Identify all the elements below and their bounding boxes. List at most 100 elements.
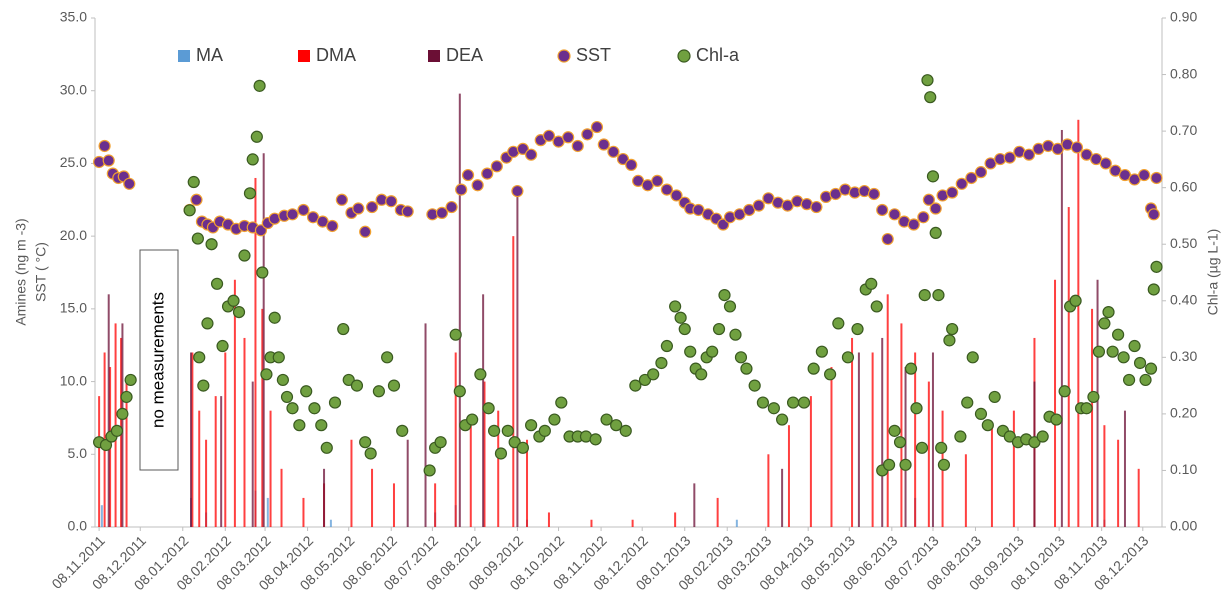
point bbox=[865, 277, 878, 290]
point bbox=[190, 193, 203, 206]
point bbox=[943, 334, 956, 347]
point bbox=[899, 458, 912, 471]
y2-tick-label: 0.10 bbox=[1170, 461, 1197, 477]
point bbox=[359, 225, 372, 238]
point bbox=[904, 362, 918, 375]
legend-swatch bbox=[428, 50, 440, 62]
point bbox=[752, 199, 765, 212]
bar bbox=[205, 439, 208, 527]
point bbox=[1087, 390, 1100, 404]
point bbox=[315, 419, 328, 432]
point bbox=[924, 91, 937, 104]
point bbox=[929, 226, 942, 240]
point bbox=[870, 300, 883, 313]
legend-swatch bbox=[178, 50, 190, 62]
point bbox=[102, 154, 115, 167]
y2-tick-label: 0.90 bbox=[1170, 9, 1197, 25]
bar bbox=[1117, 439, 1120, 527]
y-tick-label: 30.0 bbox=[60, 81, 87, 97]
point bbox=[712, 322, 726, 336]
bar bbox=[1067, 207, 1070, 528]
point bbox=[647, 368, 660, 381]
point bbox=[1099, 157, 1112, 170]
point bbox=[1058, 385, 1071, 398]
point bbox=[123, 177, 136, 190]
bar bbox=[107, 294, 110, 527]
bar bbox=[1077, 119, 1080, 528]
point bbox=[1070, 141, 1084, 154]
point bbox=[1092, 345, 1106, 358]
bar bbox=[454, 352, 457, 527]
point bbox=[1098, 317, 1111, 330]
point bbox=[695, 368, 708, 381]
bar bbox=[927, 381, 930, 527]
point bbox=[562, 131, 575, 144]
point bbox=[525, 419, 538, 432]
point bbox=[250, 130, 263, 143]
point bbox=[293, 419, 306, 432]
point bbox=[776, 413, 789, 426]
point bbox=[350, 379, 364, 392]
point bbox=[974, 166, 988, 179]
point bbox=[99, 438, 113, 452]
bar bbox=[830, 367, 833, 527]
bar bbox=[512, 236, 515, 527]
point bbox=[797, 396, 811, 409]
point bbox=[974, 407, 988, 420]
point bbox=[1036, 430, 1049, 443]
point bbox=[907, 218, 920, 231]
y2-tick-label: 0.30 bbox=[1170, 348, 1197, 364]
legend-label: MA bbox=[196, 45, 223, 65]
bar bbox=[674, 512, 677, 527]
point bbox=[882, 458, 896, 471]
point bbox=[1028, 436, 1041, 449]
point bbox=[888, 208, 901, 221]
legend-swatch bbox=[298, 50, 310, 62]
point bbox=[538, 424, 551, 437]
point bbox=[832, 317, 845, 330]
point bbox=[210, 277, 224, 290]
point bbox=[280, 390, 294, 404]
bar bbox=[735, 519, 738, 527]
point bbox=[937, 458, 951, 471]
point bbox=[954, 430, 967, 443]
point bbox=[253, 79, 266, 92]
y-tick-label: 15.0 bbox=[60, 300, 87, 316]
point bbox=[651, 174, 664, 187]
bar bbox=[904, 367, 907, 527]
point bbox=[571, 139, 584, 153]
bar bbox=[1137, 468, 1140, 527]
bar bbox=[1096, 279, 1099, 527]
point bbox=[423, 464, 436, 477]
point bbox=[1150, 171, 1163, 185]
point bbox=[1069, 294, 1082, 307]
point bbox=[1102, 305, 1115, 319]
bar bbox=[220, 396, 223, 527]
point bbox=[670, 189, 683, 202]
point bbox=[337, 322, 350, 336]
point bbox=[946, 186, 959, 199]
point bbox=[1112, 328, 1125, 341]
point bbox=[435, 206, 449, 219]
point bbox=[342, 373, 355, 387]
point bbox=[756, 396, 770, 409]
point bbox=[734, 351, 748, 364]
point bbox=[1122, 373, 1136, 387]
point bbox=[482, 402, 495, 415]
point bbox=[110, 424, 124, 437]
annotation-box bbox=[139, 249, 179, 471]
point bbox=[216, 339, 229, 353]
bar bbox=[243, 337, 246, 527]
point bbox=[238, 249, 251, 262]
bar bbox=[406, 439, 409, 527]
y-axis-label: Amines (ng m -3) bbox=[13, 218, 29, 325]
point bbox=[740, 362, 753, 375]
bar bbox=[497, 410, 500, 527]
point bbox=[706, 345, 719, 358]
point bbox=[364, 447, 377, 460]
point bbox=[471, 179, 484, 192]
point bbox=[365, 200, 379, 214]
point bbox=[1080, 402, 1093, 415]
legend-swatch bbox=[677, 49, 691, 63]
bar bbox=[125, 381, 128, 527]
